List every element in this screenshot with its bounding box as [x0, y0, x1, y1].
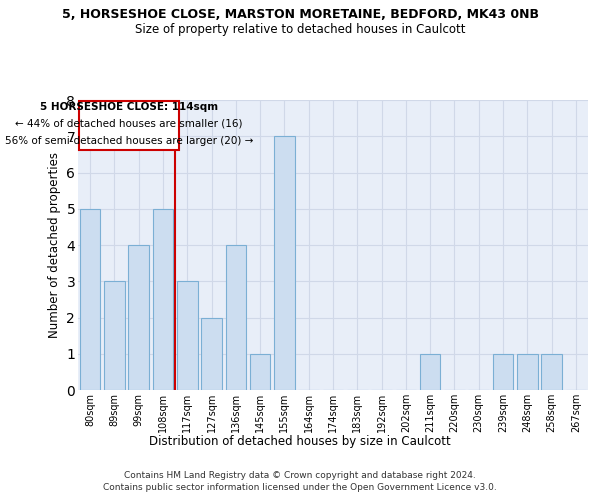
Bar — [274, 136, 295, 390]
Bar — [250, 354, 271, 390]
Text: Size of property relative to detached houses in Caulcott: Size of property relative to detached ho… — [135, 22, 465, 36]
Text: 5 HORSESHOE CLOSE: 114sqm: 5 HORSESHOE CLOSE: 114sqm — [40, 102, 218, 112]
Bar — [420, 354, 440, 390]
Text: 56% of semi-detached houses are larger (20) →: 56% of semi-detached houses are larger (… — [5, 136, 253, 145]
Bar — [517, 354, 538, 390]
Text: Contains public sector information licensed under the Open Government Licence v3: Contains public sector information licen… — [103, 484, 497, 492]
Bar — [541, 354, 562, 390]
Y-axis label: Number of detached properties: Number of detached properties — [48, 152, 61, 338]
Bar — [104, 281, 125, 390]
Bar — [128, 245, 149, 390]
FancyBboxPatch shape — [79, 101, 179, 150]
Text: Distribution of detached houses by size in Caulcott: Distribution of detached houses by size … — [149, 435, 451, 448]
Bar — [152, 209, 173, 390]
Text: 5, HORSESHOE CLOSE, MARSTON MORETAINE, BEDFORD, MK43 0NB: 5, HORSESHOE CLOSE, MARSTON MORETAINE, B… — [62, 8, 539, 20]
Bar — [201, 318, 222, 390]
Bar — [177, 281, 197, 390]
Text: Contains HM Land Registry data © Crown copyright and database right 2024.: Contains HM Land Registry data © Crown c… — [124, 471, 476, 480]
Bar — [226, 245, 246, 390]
Bar — [493, 354, 514, 390]
Bar — [80, 209, 100, 390]
Text: ← 44% of detached houses are smaller (16): ← 44% of detached houses are smaller (16… — [15, 118, 243, 128]
